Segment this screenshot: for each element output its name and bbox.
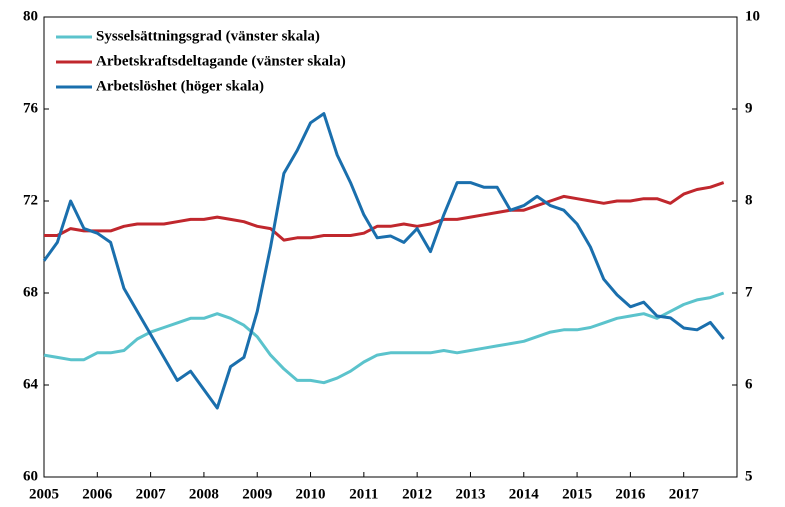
x-tick-label: 2009 xyxy=(242,486,272,502)
x-tick-label: 2017 xyxy=(669,486,700,502)
x-tick-label: 2011 xyxy=(349,486,378,502)
y-tick-label: 72 xyxy=(23,192,38,208)
x-tick-label: 2005 xyxy=(29,486,59,502)
series-line xyxy=(43,291,725,385)
x-tick-label: 2014 xyxy=(509,486,540,502)
x-tick-label: 2016 xyxy=(615,486,646,502)
x-tick-label: 2008 xyxy=(189,486,219,502)
y-tick-label: 60 xyxy=(23,468,38,484)
y2-tick-label: 8 xyxy=(745,192,753,208)
x-tick-label: 2010 xyxy=(296,486,326,502)
series-line xyxy=(42,112,725,410)
y2-tick-label: 6 xyxy=(745,376,753,392)
y-tick-label: 64 xyxy=(23,376,39,392)
x-tick-label: 2006 xyxy=(82,486,113,502)
series-line xyxy=(44,181,725,242)
y-tick-label: 80 xyxy=(23,8,38,24)
legend-label: Sysselsättningsgrad (vänster skala) xyxy=(96,28,320,44)
y-tick-label: 68 xyxy=(23,284,38,300)
y-tick-label: 76 xyxy=(23,100,39,116)
plot-frame xyxy=(43,16,738,478)
x-tick-label: 2007 xyxy=(136,486,167,502)
x-tick-label: 2013 xyxy=(455,486,485,502)
x-tick-label: 2015 xyxy=(562,486,592,502)
legend-label: Arbetslöshet (höger skala) xyxy=(96,78,264,94)
y2-tick-label: 7 xyxy=(745,284,753,300)
y2-tick-label: 9 xyxy=(745,100,753,116)
y2-tick-label: 10 xyxy=(745,8,760,24)
x-tick-label: 2012 xyxy=(402,486,432,502)
y2-tick-label: 5 xyxy=(745,468,753,484)
legend-label: Arbetskraftsdeltagande (vänster skala) xyxy=(96,53,346,69)
